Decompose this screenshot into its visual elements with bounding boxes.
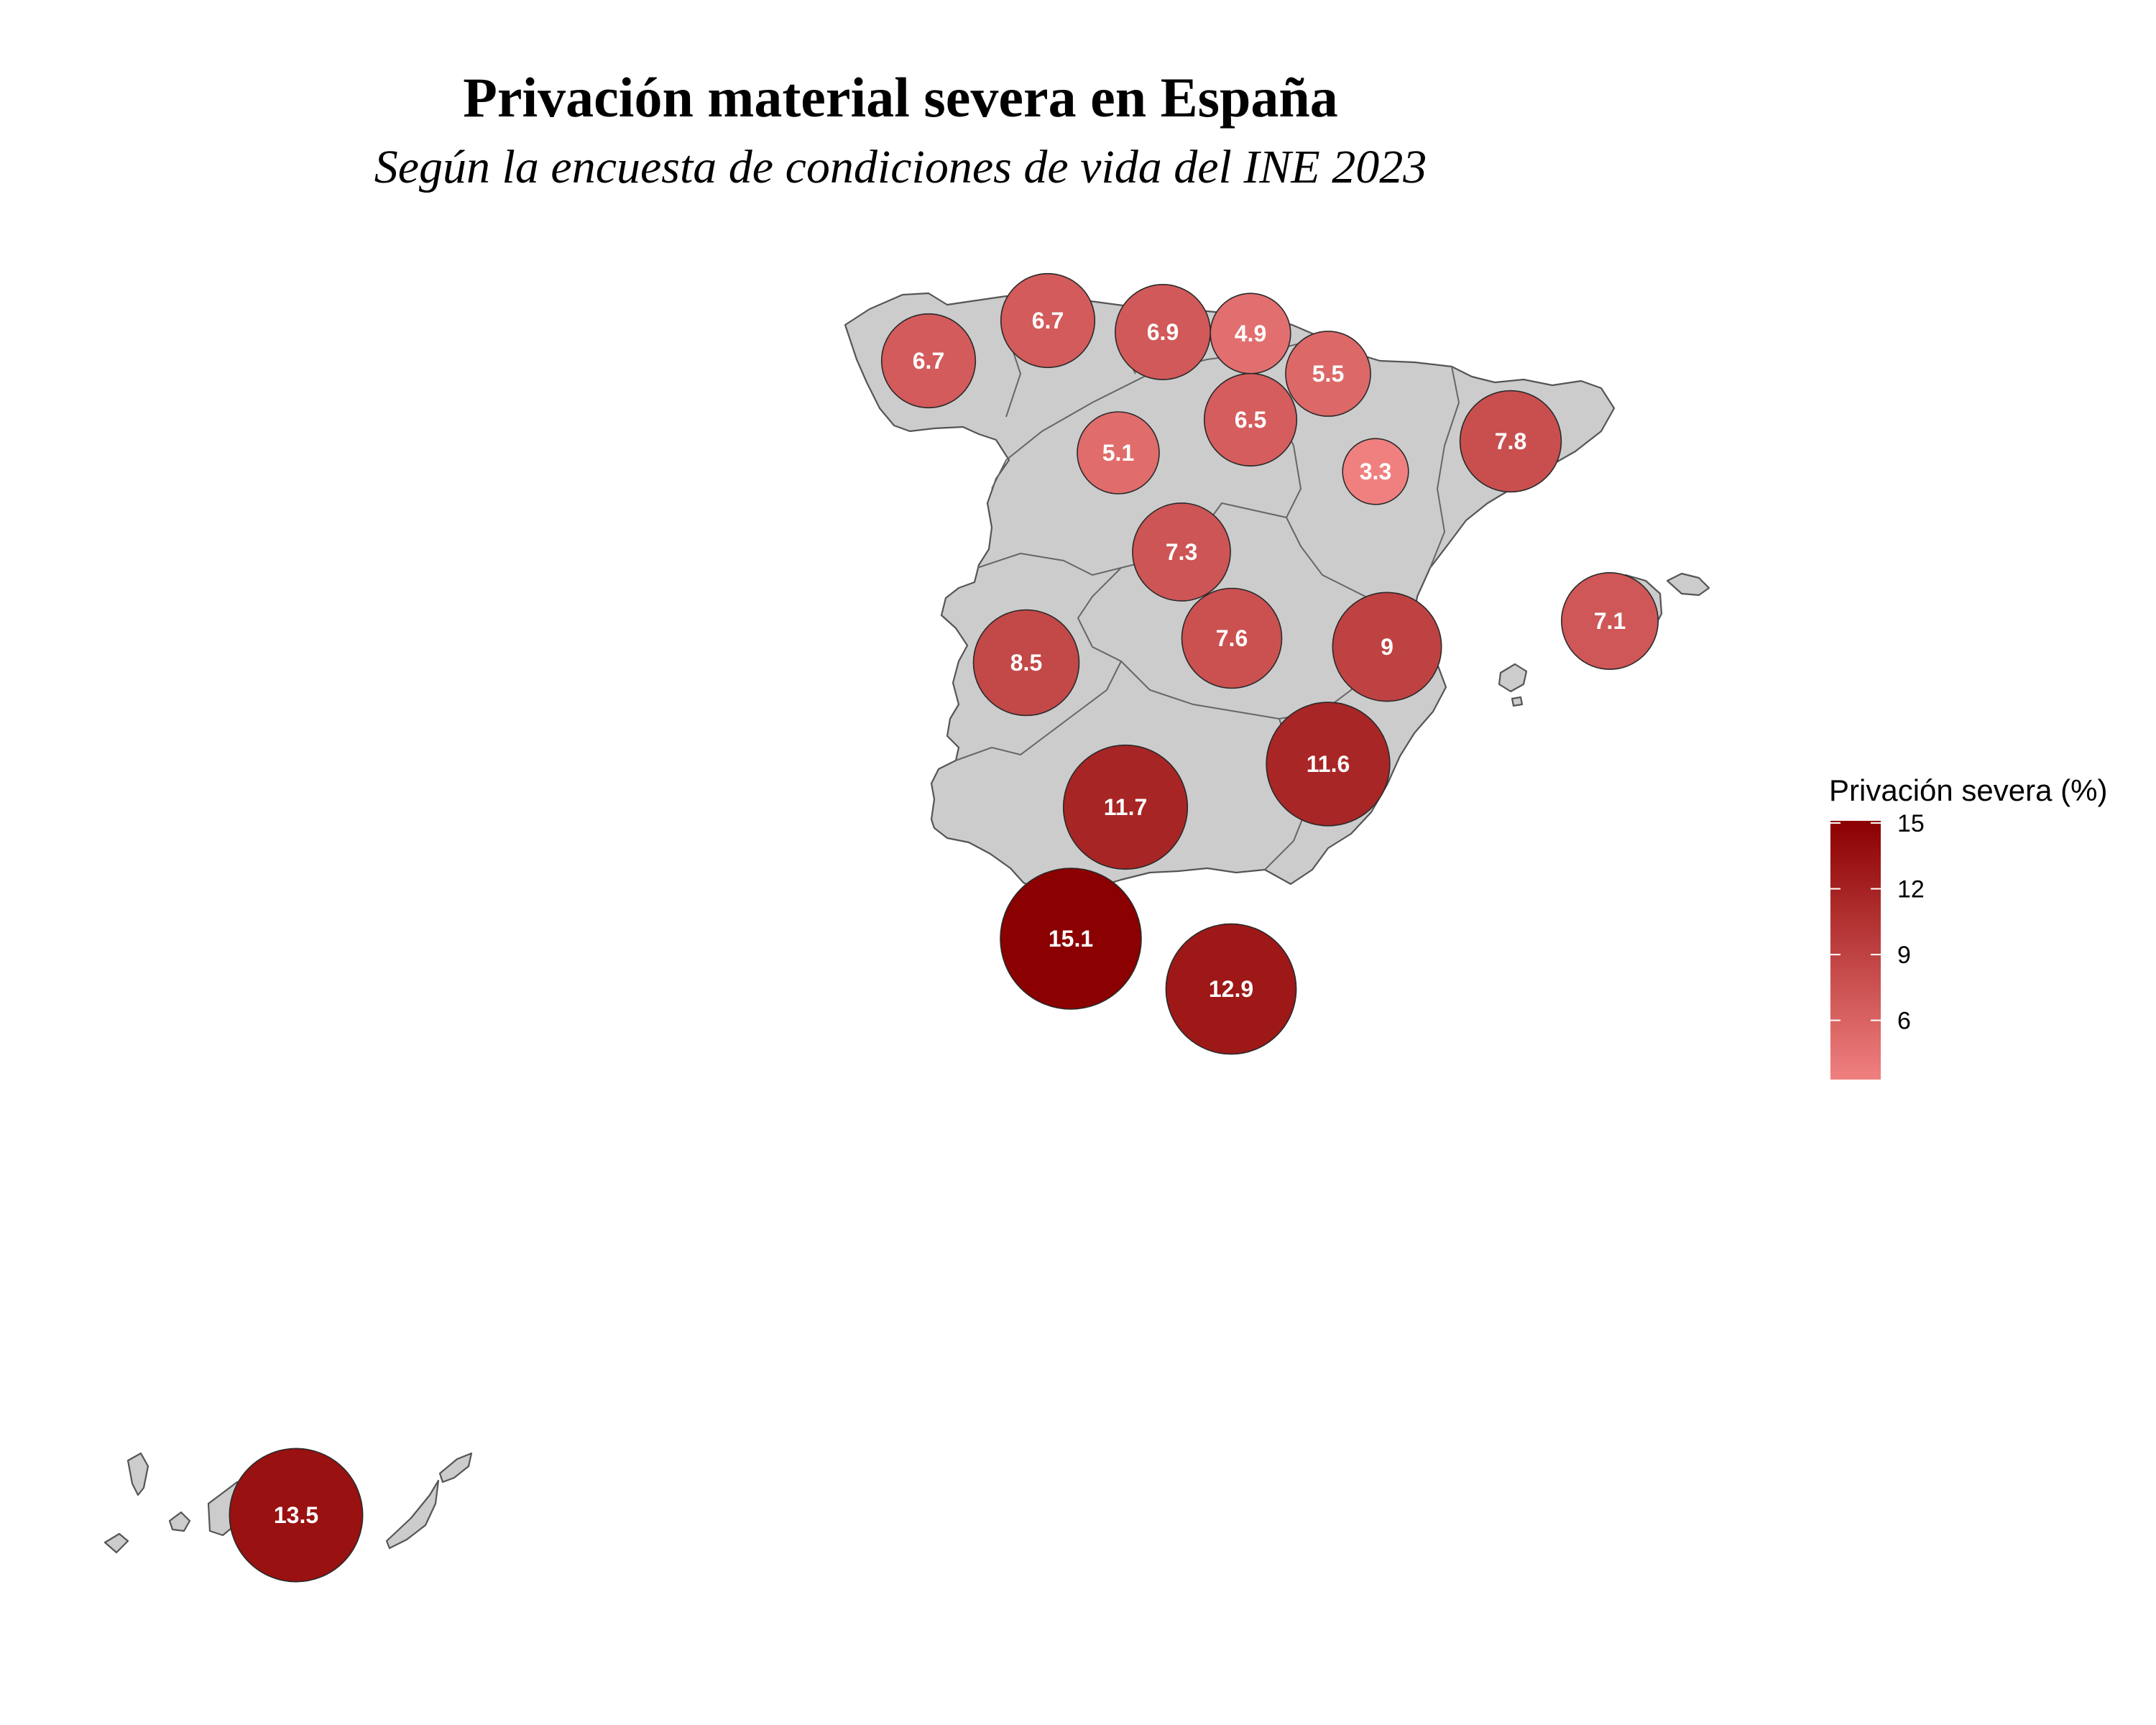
data-bubble: 8.5 bbox=[972, 609, 1080, 717]
bubble-circle bbox=[972, 609, 1080, 717]
data-bubble: 13.5 bbox=[229, 1448, 364, 1583]
data-bubble: 7.8 bbox=[1459, 390, 1562, 493]
bubble-layer: 6.7 6.7 6.9 4.9 5.5 6.5 5.1 3.3 7.8 7.3 7.6 8.5 9 7.1… bbox=[229, 272, 1659, 1583]
data-bubble: 5.1 bbox=[1077, 411, 1160, 494]
bubble-circle bbox=[1000, 272, 1096, 369]
legend-colorbar bbox=[1830, 821, 1881, 1080]
chart-title: Privación material severa en España bbox=[463, 66, 1338, 129]
data-bubble: 12.9 bbox=[1165, 923, 1297, 1055]
bubble-value-label: 11.6 bbox=[1307, 751, 1350, 777]
fuerteventura-island bbox=[385, 1479, 440, 1550]
bubble-circle bbox=[1332, 592, 1442, 702]
bubble-circle bbox=[1165, 923, 1297, 1055]
bubble-circle bbox=[1266, 702, 1391, 827]
bubble-value-label: 13.5 bbox=[274, 1502, 318, 1528]
el-hierro-island bbox=[103, 1532, 129, 1554]
data-bubble: 6.7 bbox=[880, 313, 977, 409]
bubble-value-label: 9 bbox=[1381, 634, 1393, 660]
spain-map bbox=[103, 292, 1710, 1554]
data-bubble: 11.7 bbox=[1062, 744, 1189, 870]
data-bubble: 11.6 bbox=[1266, 702, 1391, 827]
legend-title: Privación severa (%) bbox=[1829, 773, 2107, 807]
bubble-circle bbox=[1561, 571, 1659, 670]
bubble-value-label: 7.1 bbox=[1594, 608, 1626, 634]
bubble-value-label: 7.8 bbox=[1495, 428, 1526, 454]
bubble-circle bbox=[1000, 868, 1142, 1010]
bubble-circle bbox=[1077, 411, 1160, 494]
legend-tick-label: 12 bbox=[1897, 876, 1925, 903]
la-palma-island bbox=[126, 1452, 149, 1496]
bubble-circle bbox=[1459, 390, 1562, 493]
bubble-value-label: 12.9 bbox=[1209, 976, 1253, 1002]
bubble-circle bbox=[1285, 331, 1371, 417]
data-bubble: 6.5 bbox=[1203, 372, 1298, 467]
bubble-value-label: 6.7 bbox=[1032, 308, 1064, 334]
bubble-value-label: 5.5 bbox=[1312, 361, 1344, 387]
legend-tick-label: 15 bbox=[1897, 810, 1925, 837]
ibiza-island bbox=[1498, 663, 1528, 693]
bubble-value-label: 5.1 bbox=[1102, 440, 1134, 466]
data-bubble: 7.6 bbox=[1181, 587, 1283, 689]
legend-tick-label: 6 bbox=[1897, 1008, 1911, 1035]
data-bubble: 6.7 bbox=[1000, 272, 1096, 369]
formentera-island bbox=[1511, 696, 1524, 707]
data-bubble: 7.1 bbox=[1561, 571, 1659, 670]
bubble-circle bbox=[229, 1448, 364, 1583]
legend-ticks: 15 12 9 6 bbox=[1830, 810, 1925, 1035]
legend-tick-label: 9 bbox=[1897, 942, 1911, 969]
data-bubble: 9 bbox=[1332, 592, 1442, 702]
bubble-value-label: 7.6 bbox=[1216, 625, 1248, 651]
data-bubble: 4.9 bbox=[1210, 293, 1291, 374]
lanzarote-island bbox=[438, 1452, 473, 1484]
data-bubble: 5.5 bbox=[1285, 331, 1371, 417]
bubble-value-label: 11.7 bbox=[1104, 794, 1148, 820]
bubble-circle bbox=[1203, 372, 1298, 467]
data-bubble: 15.1 bbox=[1000, 868, 1142, 1010]
la-gomera-island bbox=[168, 1511, 191, 1532]
bubble-circle bbox=[1062, 744, 1189, 870]
bubble-value-label: 4.9 bbox=[1235, 321, 1266, 346]
bubble-circle bbox=[1181, 587, 1283, 689]
bubble-value-label: 6.5 bbox=[1235, 407, 1266, 433]
bubble-circle bbox=[1342, 438, 1409, 505]
bubble-value-label: 7.3 bbox=[1166, 539, 1197, 565]
data-bubble: 6.9 bbox=[1115, 283, 1212, 380]
bubble-circle bbox=[1132, 502, 1231, 602]
bubble-value-label: 6.7 bbox=[913, 348, 944, 374]
bubble-value-label: 15.1 bbox=[1049, 926, 1093, 952]
bubble-value-label: 8.5 bbox=[1010, 650, 1042, 676]
data-bubble: 7.3 bbox=[1132, 502, 1231, 602]
bubble-value-label: 6.9 bbox=[1147, 319, 1179, 345]
bubble-value-label: 3.3 bbox=[1360, 459, 1391, 484]
legend: Privación severa (%) 15 12 9 6 bbox=[1829, 773, 2107, 1080]
data-bubble: 3.3 bbox=[1342, 438, 1409, 505]
bubble-circle bbox=[880, 313, 977, 409]
chart-subtitle: Según la encuesta de condiciones de vida… bbox=[374, 141, 1427, 193]
menorca-island bbox=[1666, 572, 1710, 597]
